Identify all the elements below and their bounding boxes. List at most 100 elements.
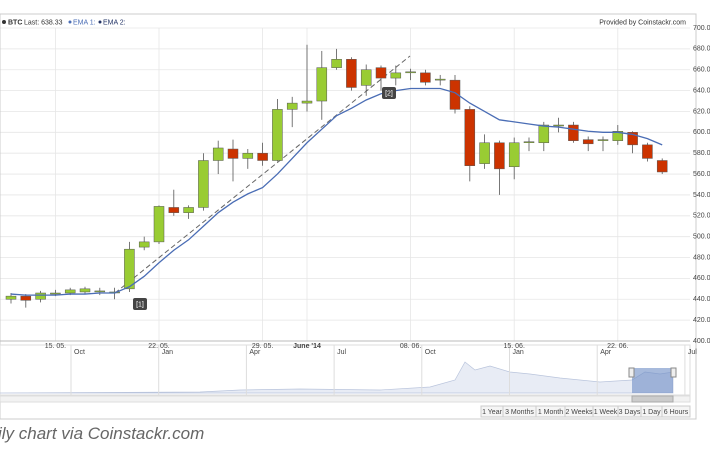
candle-body <box>227 148 239 159</box>
candle-body <box>50 292 61 295</box>
y-tick-label: 700.00 <box>693 25 710 32</box>
navigator <box>0 344 691 403</box>
candle-body <box>612 131 624 141</box>
candle-body <box>597 139 609 141</box>
range-button-label[interactable]: 1 Week <box>594 409 618 416</box>
candle-body <box>360 69 372 86</box>
candle-body <box>508 142 520 168</box>
chart: BTC Last: 638.33 EMA 1: EMA 2: Provided … <box>0 13 710 420</box>
candle-body <box>346 59 357 88</box>
scrollbar-thumb[interactable] <box>631 395 674 403</box>
range-button[interactable] <box>661 405 691 418</box>
navigator-label: Jan <box>513 349 524 356</box>
navigator-label: Jul <box>337 349 346 356</box>
candle-body <box>538 124 550 144</box>
range-button-label[interactable]: 1 Year <box>482 409 503 416</box>
navigator-selection[interactable] <box>632 368 673 393</box>
y-tick-label: 540.00 <box>693 192 710 199</box>
navigator-label: Apr <box>249 349 261 356</box>
x-tick-label: June '14 <box>293 343 321 350</box>
legend-dot <box>2 20 6 24</box>
candle-body <box>79 288 91 293</box>
legend-symbol: BTC <box>8 19 22 26</box>
legend-dot <box>98 20 102 24</box>
y-tick-label: 500.00 <box>693 234 710 241</box>
annotation-box <box>133 298 147 310</box>
x-tick-label: 15. 06. <box>503 343 524 350</box>
candle-body <box>627 132 638 146</box>
candle-body <box>582 139 594 145</box>
annotation: [2] <box>385 90 393 97</box>
ema-line <box>10 87 663 296</box>
candle-body <box>94 290 106 293</box>
candle-body <box>242 152 254 159</box>
y-tick-label: 660.00 <box>693 67 710 74</box>
navigator-handle[interactable] <box>628 367 635 378</box>
range-button-label[interactable]: 1 Month <box>538 409 563 416</box>
y-tick-label: 460.00 <box>693 275 710 282</box>
candle-body <box>198 160 209 208</box>
y-tick-label: 680.00 <box>693 46 710 53</box>
candle-body <box>494 142 505 170</box>
legend-last: Last: 638.33 <box>24 19 63 26</box>
caption: ily chart via Coinstackr.com <box>0 424 205 443</box>
candle-body <box>390 72 402 79</box>
candle-body <box>331 59 342 68</box>
candle-body <box>5 295 17 300</box>
y-tick-label: 440.00 <box>693 296 710 303</box>
candle-body <box>405 71 416 74</box>
y-tick-label: 480.00 <box>693 254 710 261</box>
candle-body <box>449 79 461 110</box>
y-tick-label: 600.00 <box>693 129 710 136</box>
annotation: [1] <box>136 301 144 308</box>
navigator-handle[interactable] <box>670 367 677 378</box>
x-tick-label: 15. 05. <box>45 343 66 350</box>
grid <box>0 27 690 342</box>
range-button-label[interactable]: 1 Day <box>642 409 661 416</box>
candle-body <box>64 289 76 294</box>
candle-body <box>138 241 150 248</box>
candle-body <box>35 292 46 300</box>
navigator-label: Oct <box>425 349 436 356</box>
range-button-label[interactable]: 6 Hours <box>664 409 689 416</box>
legend-ema1: EMA 1: <box>73 19 96 26</box>
y-tick-label: 620.00 <box>693 108 710 115</box>
candle-body <box>656 160 668 173</box>
chart-frame <box>0 13 697 420</box>
navigator-label: Apr <box>600 349 612 356</box>
annotation-box <box>382 87 396 99</box>
candle-body <box>168 207 180 213</box>
candle-body <box>20 295 32 301</box>
candle-body <box>301 100 313 104</box>
y-tick-label: 420.00 <box>693 317 710 324</box>
range-button-label[interactable]: 2 Weeks <box>565 409 593 416</box>
candle-body <box>212 147 224 161</box>
navigator-label: Jan <box>162 349 173 356</box>
x-tick-label: 08. 06. <box>400 343 421 350</box>
trend-line <box>114 55 411 294</box>
candle-body <box>642 144 653 159</box>
candle-body <box>553 124 564 127</box>
legend-dot <box>68 20 72 24</box>
legend-ema2: EMA 2: <box>103 19 126 26</box>
y-tick-label: 400.00 <box>693 338 710 345</box>
range-button-label[interactable]: 3 Months <box>505 409 534 416</box>
scrollbar[interactable] <box>0 395 691 403</box>
candle-body <box>568 124 579 141</box>
candle-body <box>420 72 431 83</box>
candle-body <box>272 109 283 161</box>
range-button-label[interactable]: 3 Days <box>619 409 641 416</box>
navigator-label: Jul <box>688 349 697 356</box>
candle-body <box>479 142 490 164</box>
x-tick-label: 29. 05. <box>252 343 273 350</box>
candle-body <box>124 248 135 290</box>
candle-body <box>153 206 165 243</box>
candle-body <box>286 102 298 110</box>
x-tick-label: 22. 06. <box>607 343 628 350</box>
candle-body <box>434 78 446 81</box>
y-tick-label: 640.00 <box>693 87 710 94</box>
candle-body <box>257 152 268 161</box>
credit: Provided by Coinstackr.com <box>599 19 686 26</box>
y-tick-label: 560.00 <box>693 171 710 178</box>
